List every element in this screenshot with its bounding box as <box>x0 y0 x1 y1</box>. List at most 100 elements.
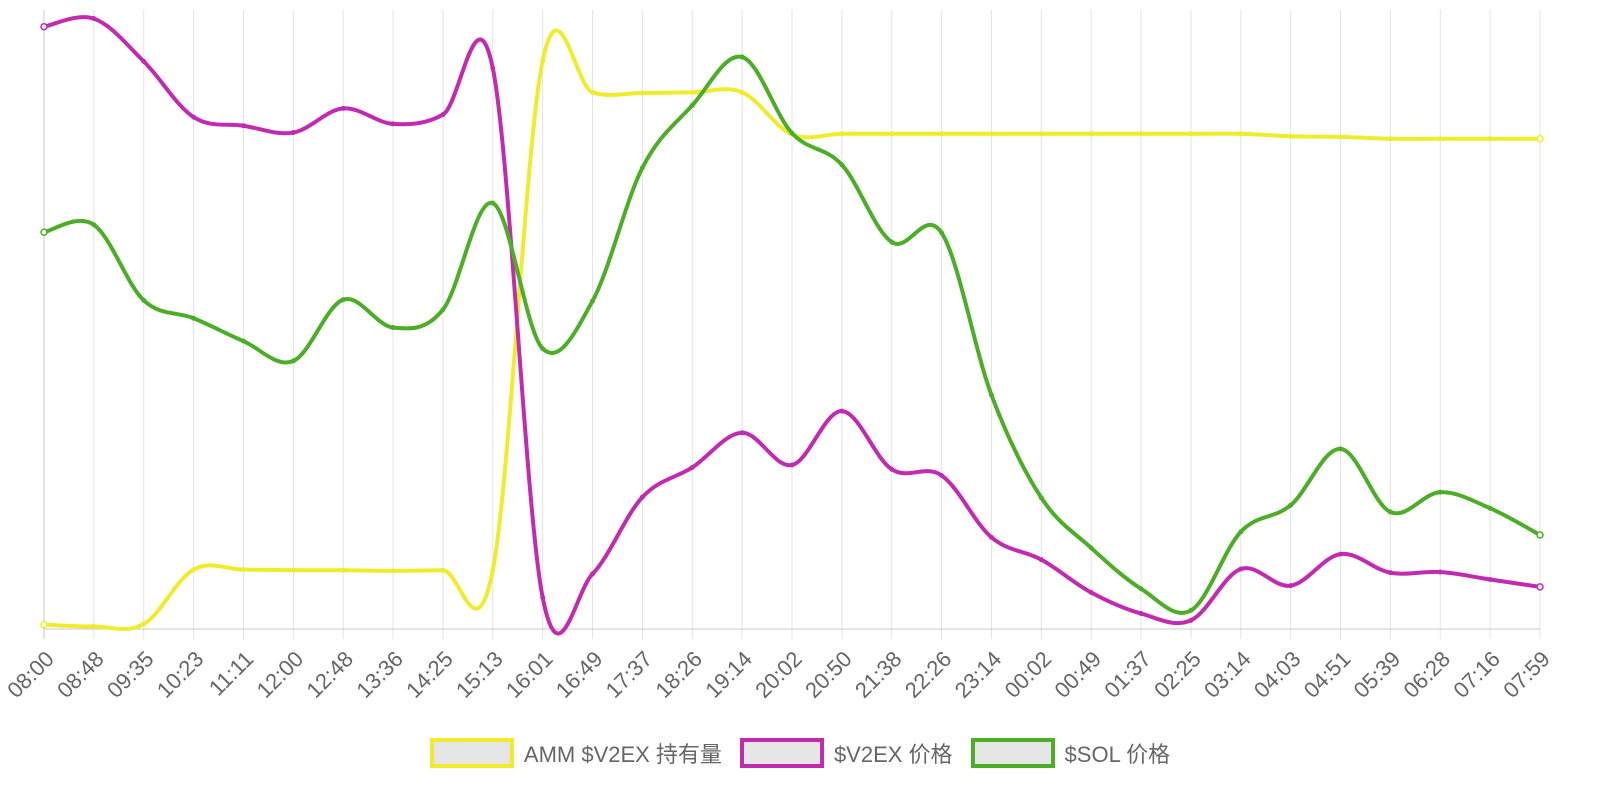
data-point[interactable] <box>1138 131 1144 137</box>
data-point[interactable] <box>191 567 197 573</box>
data-point[interactable] <box>290 358 296 364</box>
data-point[interactable] <box>240 123 246 129</box>
data-point[interactable] <box>490 65 496 71</box>
data-point[interactable] <box>1038 495 1044 501</box>
data-point[interactable] <box>839 162 845 168</box>
data-point[interactable] <box>639 165 645 171</box>
data-point[interactable] <box>1288 133 1294 139</box>
data-point[interactable] <box>1188 131 1194 137</box>
data-point[interactable] <box>340 567 346 573</box>
data-point[interactable] <box>590 571 596 577</box>
data-point[interactable] <box>91 222 97 228</box>
data-point[interactable] <box>739 89 745 95</box>
data-point[interactable] <box>390 325 396 331</box>
data-point[interactable] <box>1138 611 1144 617</box>
data-point[interactable] <box>1088 131 1094 137</box>
data-point[interactable] <box>1188 607 1194 613</box>
data-point[interactable] <box>590 89 596 95</box>
legend-item-amm-v2ex-holding[interactable]: AMM $V2EX 持有量 <box>429 737 722 769</box>
data-point[interactable] <box>540 58 546 64</box>
data-point[interactable] <box>1238 529 1244 535</box>
data-point[interactable] <box>440 307 446 313</box>
data-point[interactable] <box>590 298 596 304</box>
data-point[interactable] <box>1487 136 1493 142</box>
data-point[interactable] <box>1536 135 1544 143</box>
data-point[interactable] <box>440 567 446 573</box>
data-point[interactable] <box>390 568 396 574</box>
data-point[interactable] <box>988 534 994 540</box>
data-point[interactable] <box>1387 136 1393 142</box>
data-point[interactable] <box>40 228 48 236</box>
data-point[interactable] <box>889 131 895 137</box>
data-point[interactable] <box>191 315 197 321</box>
data-point[interactable] <box>91 16 97 22</box>
x-tick-label: 06:28 <box>1399 646 1456 703</box>
data-point[interactable] <box>1536 531 1544 539</box>
data-point[interactable] <box>1088 545 1094 551</box>
data-point[interactable] <box>390 121 396 127</box>
data-point[interactable] <box>889 466 895 472</box>
data-point[interactable] <box>1387 509 1393 515</box>
series-v2ex-price <box>40 15 1544 636</box>
data-point[interactable] <box>40 620 48 629</box>
data-point[interactable] <box>1038 131 1044 137</box>
data-point[interactable] <box>1238 131 1244 137</box>
data-point[interactable] <box>639 494 645 500</box>
data-point[interactable] <box>1238 566 1244 572</box>
data-point[interactable] <box>689 89 695 95</box>
data-point[interactable] <box>1437 136 1443 142</box>
data-point[interactable] <box>290 567 296 573</box>
data-point[interactable] <box>1188 617 1194 623</box>
legend-item-v2ex-price[interactable]: $V2EX 价格 <box>739 737 953 769</box>
data-point[interactable] <box>191 114 197 120</box>
data-point[interactable] <box>939 230 945 236</box>
data-point[interactable] <box>440 112 446 118</box>
data-point[interactable] <box>240 567 246 573</box>
data-point[interactable] <box>639 90 645 96</box>
data-point[interactable] <box>540 346 546 352</box>
data-point[interactable] <box>141 297 147 303</box>
data-point[interactable] <box>839 408 845 414</box>
data-point[interactable] <box>141 58 147 64</box>
x-tick-label: 00:49 <box>1049 646 1106 703</box>
data-point[interactable] <box>290 130 296 136</box>
data-point[interactable] <box>141 621 147 627</box>
data-point[interactable] <box>988 131 994 137</box>
legend-label: AMM $V2EX 持有量 <box>523 742 722 767</box>
data-point[interactable] <box>1536 583 1544 591</box>
data-point[interactable] <box>540 594 546 600</box>
data-point[interactable] <box>490 567 496 573</box>
data-point[interactable] <box>1487 576 1493 582</box>
data-point[interactable] <box>1088 589 1094 595</box>
data-point[interactable] <box>240 338 246 344</box>
legend-item-sol-price[interactable]: $SOL 价格 <box>970 737 1170 769</box>
data-point[interactable] <box>1338 551 1344 557</box>
data-point[interactable] <box>1437 569 1443 575</box>
data-point[interactable] <box>1487 505 1493 511</box>
data-point[interactable] <box>1288 583 1294 589</box>
data-point[interactable] <box>988 392 994 398</box>
data-point[interactable] <box>490 200 496 206</box>
data-point[interactable] <box>739 54 745 60</box>
data-point[interactable] <box>789 462 795 468</box>
data-point[interactable] <box>839 131 845 137</box>
data-point[interactable] <box>1038 557 1044 563</box>
data-point[interactable] <box>340 105 346 111</box>
data-point[interactable] <box>340 297 346 303</box>
data-point[interactable] <box>1138 586 1144 592</box>
data-point[interactable] <box>739 430 745 436</box>
data-point[interactable] <box>789 130 795 136</box>
data-point[interactable] <box>939 131 945 137</box>
data-point[interactable] <box>1288 502 1294 508</box>
x-tick-label: 07:16 <box>1448 646 1505 703</box>
data-point[interactable] <box>40 22 48 31</box>
data-point[interactable] <box>91 624 97 630</box>
data-point[interactable] <box>1338 134 1344 140</box>
data-point[interactable] <box>1437 489 1443 495</box>
data-point[interactable] <box>1338 446 1344 452</box>
data-point[interactable] <box>1387 570 1393 576</box>
data-point[interactable] <box>689 464 695 470</box>
data-point[interactable] <box>889 239 895 245</box>
data-point[interactable] <box>939 472 945 478</box>
data-point[interactable] <box>689 102 695 108</box>
